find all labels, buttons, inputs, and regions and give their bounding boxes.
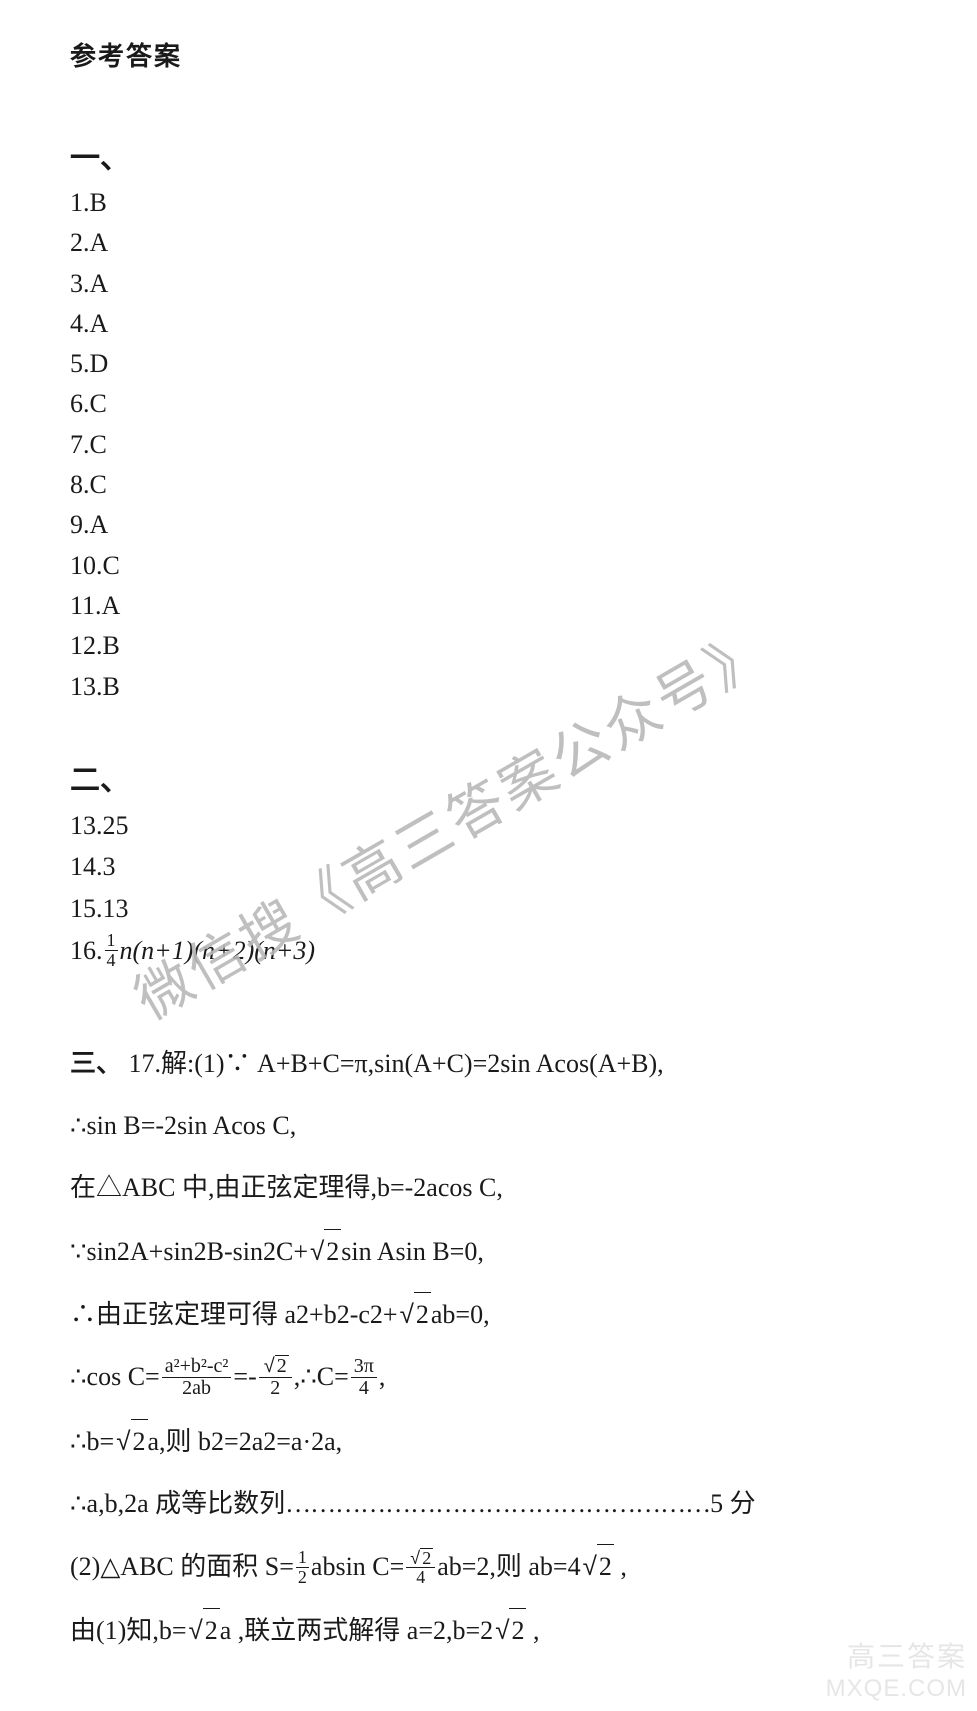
- sol-text: ∴由正弦定理可得 a2+b2-c2+: [70, 1300, 398, 1329]
- mc-number: 7: [70, 430, 83, 459]
- mc-answer: C: [90, 470, 107, 499]
- sqrt-icon: 2: [581, 1544, 614, 1589]
- sol-text: a,则 b2=2a2=a·2a,: [148, 1427, 343, 1456]
- sol-text: sin Asin B=0,: [341, 1237, 484, 1266]
- mc-item: 6.C: [70, 384, 907, 424]
- section-one-label: 一、: [70, 133, 907, 177]
- mc-item: 12.B: [70, 626, 907, 666]
- mc-answer: C: [90, 430, 107, 459]
- sol-line-5: ∴由正弦定理可得 a2+b2-c2+2ab=0,: [70, 1292, 907, 1337]
- sol-text: ∵sin2A+sin2B-sin2C+: [70, 1237, 308, 1266]
- mc-answer: D: [90, 349, 109, 378]
- mc-number: 12: [70, 631, 96, 660]
- mc-number: 10: [70, 551, 96, 580]
- leader-dots: ……………………………………………: [285, 1489, 710, 1518]
- sol-text: ∴a,b,2a 成等比数列: [70, 1489, 285, 1518]
- mc-answer: C: [103, 551, 120, 580]
- fraction-1-4: 14: [105, 931, 118, 970]
- mc-answer: A: [90, 269, 109, 298]
- mc-item: 5.D: [70, 344, 907, 384]
- multiple-choice-list: 1.B 2.A 3.A 4.A 5.D 6.C 7.C 8.C 9.A 10.C…: [70, 183, 907, 707]
- fill-item-14: 14.3: [70, 846, 907, 888]
- sol-text: ∴cos C=: [70, 1362, 160, 1391]
- mc-item: 7.C: [70, 425, 907, 465]
- sol-text: ab=0,: [431, 1300, 490, 1329]
- mc-item: 4.A: [70, 304, 907, 344]
- sqrt-icon: 2: [186, 1608, 219, 1653]
- mc-answer: A: [90, 228, 109, 257]
- sol-text: a ,联立两式解得 a=2,b=2: [220, 1616, 493, 1645]
- mc-answer: A: [102, 591, 121, 620]
- sol-text: absin C=: [311, 1552, 404, 1581]
- mc-number: 2: [70, 228, 83, 257]
- sol-line-10: 由(1)知,b=2a ,联立两式解得 a=2,b=22 ,: [70, 1608, 907, 1653]
- mc-number: 4: [70, 309, 83, 338]
- fill-item-13: 13.25: [70, 805, 907, 847]
- mc-answer: A: [90, 510, 109, 539]
- fraction: 3π4: [351, 1356, 377, 1399]
- sol-line-8: ∴a,b,2a 成等比数列……………………………………………5 分: [70, 1482, 907, 1526]
- mc-item: 3.A: [70, 264, 907, 304]
- mc-item: 10.C: [70, 546, 907, 586]
- sol-text: ,∴C=: [294, 1362, 349, 1391]
- mc-number: 6: [70, 389, 83, 418]
- sol-text: ,: [526, 1616, 539, 1645]
- sqrt-icon: 2: [262, 1355, 289, 1377]
- sol-text: (2)△ABC 的面积 S=: [70, 1552, 294, 1581]
- mc-answer: B: [103, 672, 120, 701]
- fill-16-tail: n(n+1)(n+2)(n+3): [120, 936, 316, 965]
- sol-line-7: ∴b=2a,则 b2=2a2=a·2a,: [70, 1419, 907, 1464]
- mc-answer: C: [90, 389, 107, 418]
- fraction: 22: [259, 1355, 292, 1399]
- fill-item-16: 16.14n(n+1)(n+2)(n+3): [70, 930, 907, 972]
- sol-text: 由(1)知,b=: [70, 1616, 186, 1645]
- sqrt-icon: 2: [493, 1608, 526, 1653]
- sol-line-6: ∴cos C=a²+b²-c²2ab=-22,∴C=3π4,: [70, 1355, 907, 1401]
- mc-answer: B: [90, 188, 107, 217]
- sol-text: ,: [614, 1552, 627, 1581]
- corner-watermark-url: MXQE.COM: [826, 1675, 967, 1703]
- mc-number: 5: [70, 349, 83, 378]
- sqrt-icon: 2: [398, 1292, 431, 1337]
- page-title: 参考答案: [70, 36, 907, 73]
- mc-number: 1: [70, 188, 83, 217]
- fill-16-prefix: 16.: [70, 936, 103, 965]
- sol-text: =-: [233, 1362, 256, 1391]
- sol-line-1: 三、 17.解:(1)∵ A+B+C=π,sin(A+C)=2sin Acos(…: [70, 1042, 907, 1086]
- mc-item: 2.A: [70, 223, 907, 263]
- fraction: 24: [406, 1548, 435, 1588]
- sol-text: ∴b=: [70, 1427, 114, 1456]
- sol-line-4: ∵sin2A+sin2B-sin2C+2sin Asin B=0,: [70, 1229, 907, 1274]
- mc-number: 11: [70, 591, 95, 620]
- sol-text: ,: [379, 1362, 386, 1391]
- sol-text: ab=2,则 ab=4: [437, 1552, 580, 1581]
- section-two-label: 二、: [70, 755, 907, 799]
- sqrt-icon: 2: [308, 1229, 341, 1274]
- mc-number: 9: [70, 510, 83, 539]
- answer-key-page: 微信搜《高三答案公众号》 参考答案 一、 1.B 2.A 3.A 4.A 5.D…: [0, 0, 977, 1711]
- sol-line-3: 在△ABC 中,由正弦定理得,b=-2acos C,: [70, 1166, 907, 1210]
- sol-line-9: (2)△ABC 的面积 S=12absin C=24ab=2,则 ab=42 ,: [70, 1544, 907, 1589]
- fill-blank-list: 13.25 14.3 15.13 16.14n(n+1)(n+2)(n+3): [70, 805, 907, 972]
- mc-item: 1.B: [70, 183, 907, 223]
- section-three-label: 三、: [70, 1049, 122, 1078]
- fraction: a²+b²-c²2ab: [162, 1356, 232, 1399]
- mc-number: 8: [70, 470, 83, 499]
- mc-item: 13.B: [70, 667, 907, 707]
- mc-number: 13: [70, 672, 96, 701]
- sol-17-head: 17.解:(1)∵ A+B+C=π,sin(A+C)=2sin Acos(A+B…: [129, 1049, 664, 1078]
- sqrt-icon: 2: [408, 1548, 433, 1568]
- sol-line-2: ∴sin B=-2sin Acos C,: [70, 1104, 907, 1148]
- score-marker: 5 分: [710, 1489, 756, 1518]
- mc-item: 8.C: [70, 465, 907, 505]
- mc-item: 9.A: [70, 505, 907, 545]
- mc-item: 11.A: [70, 586, 907, 626]
- sqrt-icon: 2: [114, 1419, 147, 1464]
- fraction: 12: [296, 1548, 309, 1587]
- solution-17: 三、 17.解:(1)∵ A+B+C=π,sin(A+C)=2sin Acos(…: [70, 1042, 907, 1653]
- fill-item-15: 15.13: [70, 888, 907, 930]
- mc-answer: A: [90, 309, 109, 338]
- mc-answer: B: [103, 631, 120, 660]
- mc-number: 3: [70, 269, 83, 298]
